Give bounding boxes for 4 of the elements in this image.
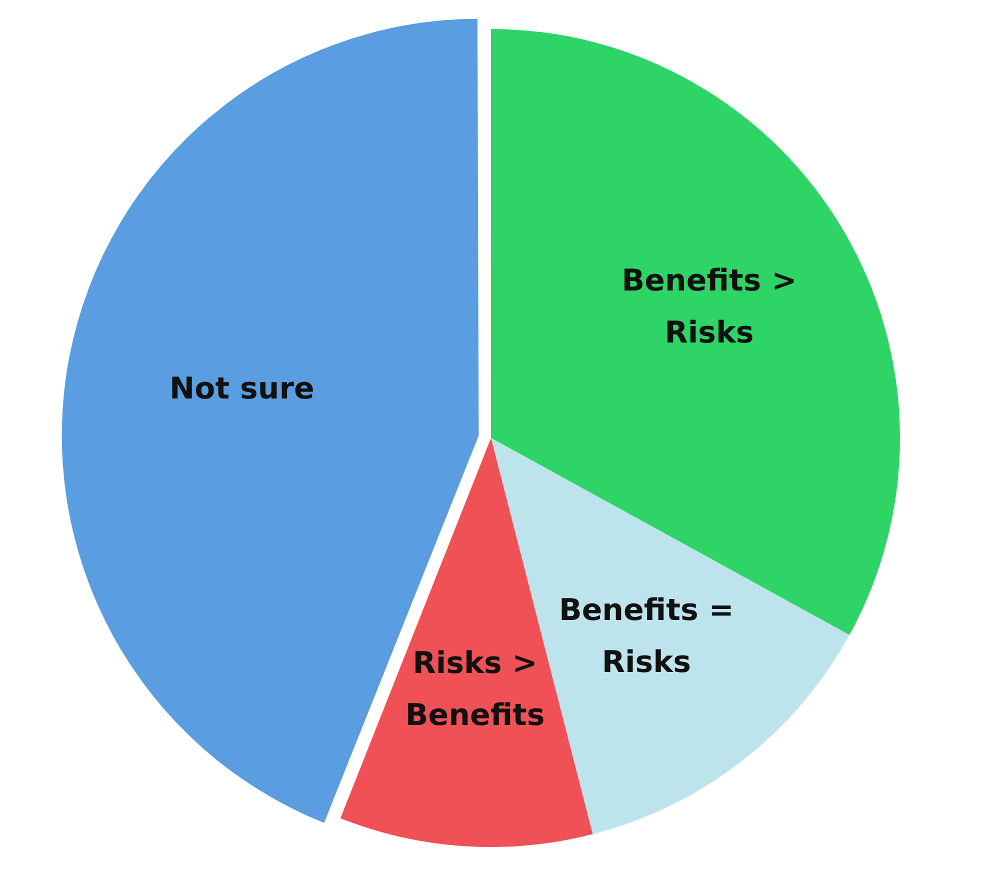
slice-label: Benefits = Risks	[558, 593, 734, 680]
slice-label: Not sure	[169, 371, 314, 406]
slice-label: Benefits > Risks	[622, 264, 797, 351]
slice-label: Risks > Benefits	[405, 646, 545, 733]
